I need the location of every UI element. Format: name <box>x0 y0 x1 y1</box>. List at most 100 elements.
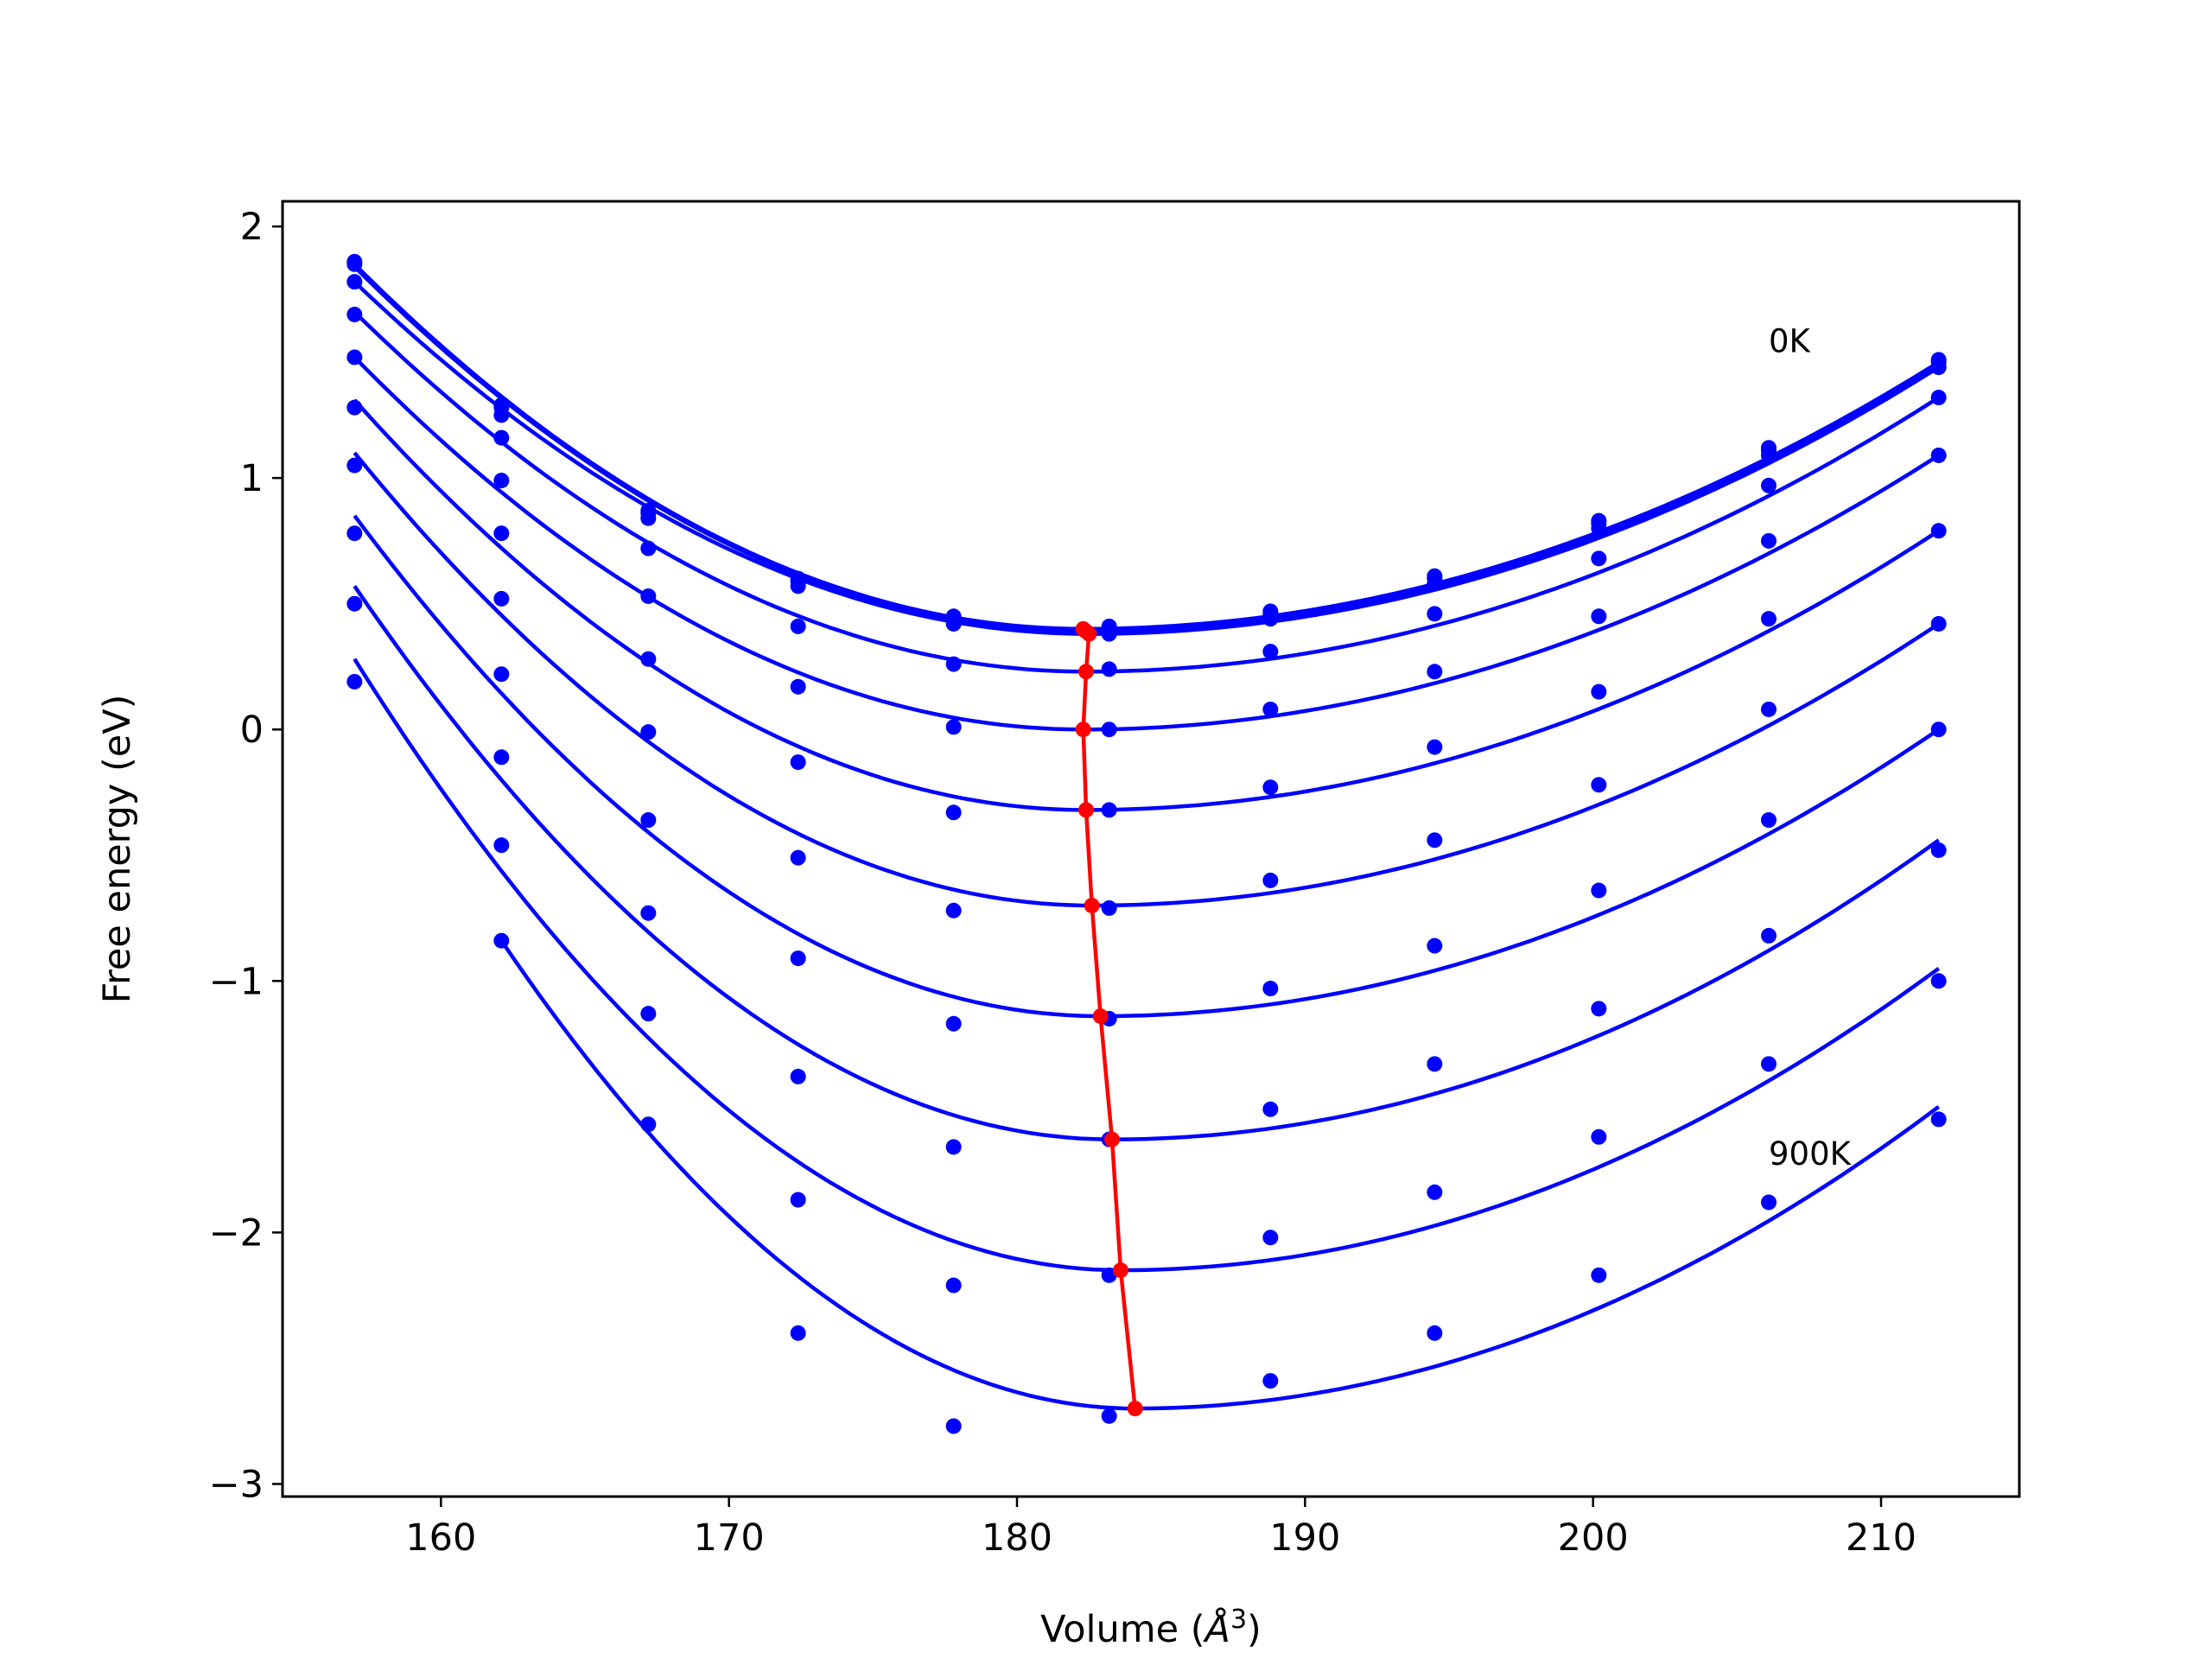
data-point <box>945 804 962 821</box>
data-point <box>790 1325 806 1341</box>
data-point <box>1262 1230 1279 1246</box>
data-point <box>1427 1325 1443 1341</box>
data-point <box>945 1139 962 1155</box>
fit-curve <box>353 514 1940 1019</box>
fit-curve <box>353 451 1940 908</box>
data-point <box>1427 575 1443 592</box>
data-point <box>1262 1101 1279 1117</box>
data-point <box>346 306 363 322</box>
data-point <box>790 950 806 967</box>
data-point <box>1761 477 1777 493</box>
data-point <box>945 719 962 735</box>
data-point <box>640 588 657 604</box>
x-tick-label: 190 <box>1269 1516 1340 1560</box>
data-point <box>1427 606 1443 622</box>
data-point <box>346 274 363 290</box>
data-point <box>1761 812 1777 829</box>
minimum-point <box>1084 897 1100 913</box>
data-point <box>1262 1373 1279 1389</box>
curve-annotation: 900K <box>1769 1135 1853 1173</box>
data-point <box>1262 701 1279 717</box>
data-point <box>1930 615 1947 632</box>
data-point <box>1101 1408 1117 1424</box>
x-tick-label: 170 <box>694 1516 765 1560</box>
curve-annotation: 0K <box>1769 323 1812 360</box>
data-point <box>1591 882 1607 899</box>
data-point <box>1930 359 1947 376</box>
data-point <box>1427 739 1443 755</box>
data-point <box>493 749 510 766</box>
data-point <box>790 849 806 866</box>
data-point <box>945 615 962 632</box>
minimum-point <box>1078 802 1094 818</box>
data-points <box>346 253 1947 1434</box>
data-point <box>1262 644 1279 660</box>
data-point <box>790 618 806 634</box>
data-point <box>1427 832 1443 849</box>
data-point <box>1427 1056 1443 1072</box>
data-point <box>346 673 363 690</box>
minima-line <box>1075 620 1143 1417</box>
data-point <box>346 457 363 474</box>
data-point <box>1930 523 1947 539</box>
y-tick-label: −3 <box>209 1463 264 1506</box>
data-point <box>1761 532 1777 549</box>
data-point <box>1761 1194 1777 1211</box>
data-point <box>790 1192 806 1208</box>
data-point <box>493 429 510 446</box>
data-point <box>640 905 657 921</box>
data-point <box>945 1277 962 1294</box>
fit-curves <box>353 263 1941 1411</box>
data-point <box>640 724 657 741</box>
fit-curve <box>353 658 1941 1273</box>
curve-annotations: 0K 900K <box>1769 323 1853 1173</box>
data-point <box>1930 1111 1947 1128</box>
data-point <box>1761 1056 1777 1072</box>
data-point <box>640 1116 657 1133</box>
y-tick-label: 0 <box>240 709 264 752</box>
data-point <box>1761 927 1777 944</box>
minimum-point <box>1092 1008 1109 1025</box>
data-point <box>1262 779 1279 796</box>
data-point <box>1761 447 1777 463</box>
data-point <box>1930 447 1947 463</box>
x-tick-label: 160 <box>405 1516 476 1560</box>
data-point <box>640 812 657 829</box>
data-point <box>493 837 510 854</box>
data-point <box>493 407 510 423</box>
data-point <box>790 754 806 771</box>
data-point <box>1427 938 1443 954</box>
y-axis-label: Free energy (eV) <box>96 695 139 1004</box>
y-tick-label: −1 <box>209 960 264 1003</box>
data-point <box>493 590 510 607</box>
data-point <box>790 678 806 695</box>
data-point <box>1101 661 1117 677</box>
x-tick-label: 200 <box>1558 1516 1629 1560</box>
data-point <box>346 525 363 542</box>
data-point <box>346 256 363 272</box>
data-point <box>640 540 657 556</box>
data-point <box>945 656 962 672</box>
data-point <box>640 651 657 667</box>
data-point <box>493 525 510 542</box>
data-point <box>1591 550 1607 567</box>
data-point <box>1101 721 1117 738</box>
data-point <box>346 399 363 416</box>
data-point <box>1101 802 1117 818</box>
data-point <box>790 1068 806 1084</box>
fit-curve <box>499 939 1941 1411</box>
data-point <box>493 932 510 949</box>
data-point <box>1591 520 1607 537</box>
y-tick-label: −2 <box>209 1211 264 1255</box>
fit-curve <box>353 398 1940 812</box>
data-point <box>945 1015 962 1032</box>
data-point <box>1930 973 1947 989</box>
data-point <box>1101 626 1117 642</box>
data-point <box>346 349 363 365</box>
data-point <box>1930 721 1947 738</box>
plot-frame <box>281 200 2021 1498</box>
data-point <box>493 666 510 683</box>
data-point <box>945 1418 962 1434</box>
data-point <box>1591 777 1607 793</box>
